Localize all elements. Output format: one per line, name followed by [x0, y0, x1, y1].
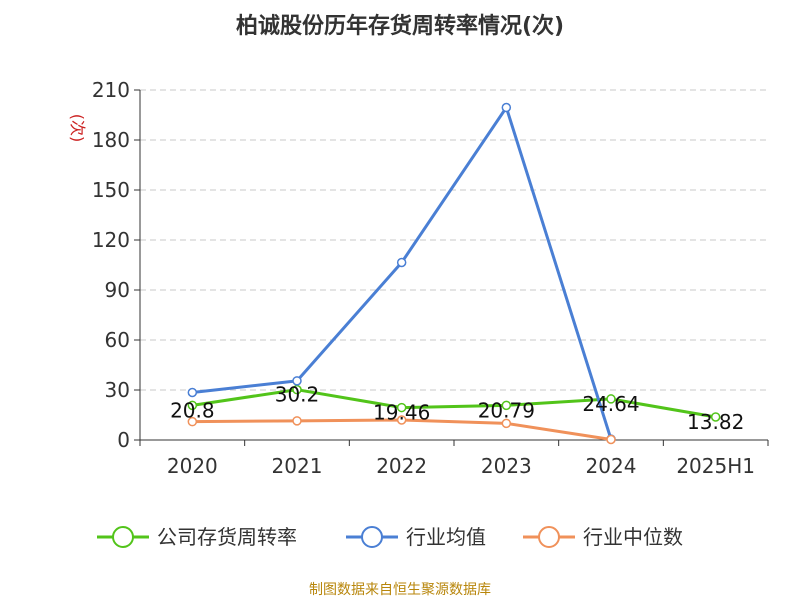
- data-point[interactable]: [292, 416, 302, 426]
- data-label: 24.64: [582, 392, 639, 416]
- x-tick-label: 2025H1: [676, 454, 755, 478]
- series-line: [192, 106, 613, 440]
- data-label: 19.46: [373, 401, 430, 425]
- y-tick-label: 120: [92, 228, 130, 252]
- x-tick-label: 2024: [586, 454, 637, 478]
- series-line: [192, 388, 716, 419]
- y-tick-label: 210: [92, 78, 130, 102]
- legend-item[interactable]: 公司存货周转率: [157, 525, 297, 549]
- data-point[interactable]: [501, 418, 512, 429]
- chart-title: 柏诚股份历年存货周转率情况(次): [236, 13, 564, 39]
- x-tick-label: 2022: [376, 454, 427, 478]
- data-point[interactable]: [501, 102, 512, 113]
- legend-swatch-marker: [361, 526, 383, 548]
- series-lines: [187, 102, 721, 445]
- legend-item[interactable]: 行业中位数: [583, 525, 683, 549]
- data-point[interactable]: [187, 400, 198, 411]
- y-tick-label: 30: [105, 378, 130, 402]
- data-label: 20.79: [478, 398, 535, 422]
- legend-swatch-marker: [112, 526, 134, 548]
- data-labels: 20.8 30.2 19.46 20.79 24.64 13.82: [170, 383, 744, 434]
- y-tick-label: 60: [105, 328, 130, 352]
- legend: 公司存货周转率 行业均值 行业中位数: [97, 525, 683, 549]
- data-point[interactable]: [396, 257, 407, 268]
- data-point[interactable]: [396, 402, 407, 413]
- legend-item[interactable]: 行业均值: [406, 525, 486, 549]
- data-point[interactable]: [292, 384, 302, 395]
- data-point[interactable]: [501, 400, 512, 411]
- y-tick-label: 0: [117, 428, 130, 452]
- y-tick-label: 90: [105, 278, 130, 302]
- data-label: 13.82: [687, 410, 744, 434]
- data-point[interactable]: [396, 415, 407, 425]
- axes: 0 30 60 90 120 150 180 210 2020 2021 2022 2023 2024 2…: [92, 78, 769, 478]
- y-axis-label: (次): [68, 114, 87, 143]
- data-label: 20.8: [170, 398, 215, 422]
- data-point[interactable]: [606, 394, 616, 404]
- x-tick-label: 2020: [167, 454, 218, 478]
- data-point[interactable]: [606, 434, 616, 445]
- legend-swatch-marker: [538, 526, 560, 548]
- x-tick-label: 2023: [481, 454, 532, 478]
- source-note: 制图数据来自恒生聚源数据库: [309, 582, 491, 598]
- data-label: 30.2: [275, 383, 320, 407]
- data-point[interactable]: [187, 387, 198, 398]
- data-point[interactable]: [187, 416, 198, 427]
- y-tick-label: 150: [92, 178, 130, 202]
- grid-lines: [140, 89, 768, 391]
- data-point[interactable]: [292, 376, 302, 386]
- x-tick-label: 2021: [272, 454, 323, 478]
- data-point[interactable]: [710, 412, 721, 422]
- y-tick-label: 180: [92, 128, 130, 152]
